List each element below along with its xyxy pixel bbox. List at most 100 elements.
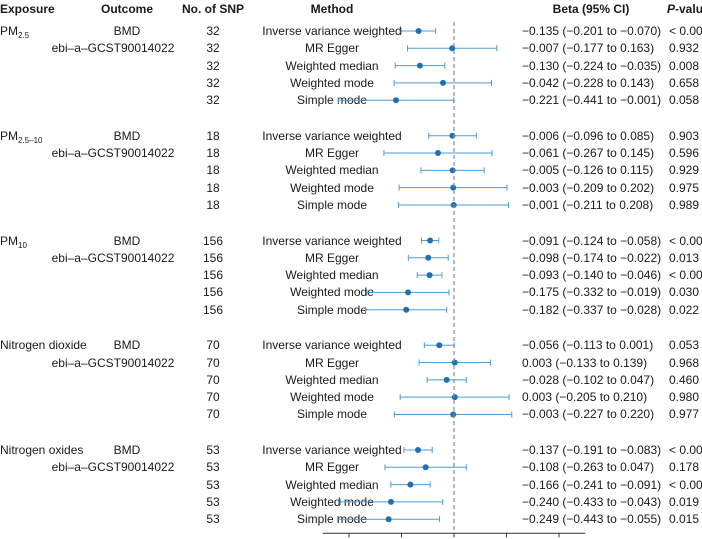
pvalue-cell: 0.008 xyxy=(669,58,700,73)
header-pvalue-rest: -value xyxy=(675,2,702,16)
pvalue-cell: 0.022 xyxy=(669,302,700,317)
exposure-subscript: 2.5 xyxy=(18,31,30,40)
nsnp-cell: 53 xyxy=(206,460,220,475)
beta-ci-cell: 0.003 (−0.205 to 0.210) xyxy=(522,390,648,405)
beta-ci-cell: −0.221 (−0.441 to −0.001) xyxy=(522,93,662,108)
nsnp-cell: 18 xyxy=(206,128,220,143)
method-cell: MR Egger xyxy=(304,250,360,265)
method-cell: Simple mode xyxy=(296,512,368,527)
beta-ci-cell: −0.056 (−0.113 to 0.001) xyxy=(522,338,654,353)
point-estimate xyxy=(443,376,450,383)
pvalue-cell: 0.977 xyxy=(669,407,700,422)
point-estimate xyxy=(436,342,443,349)
pvalue-cell: < 0.001 xyxy=(669,477,702,492)
point-estimate xyxy=(416,62,423,69)
pvalue-cell: 0.460 xyxy=(669,372,700,387)
nsnp-cell: 70 xyxy=(206,338,220,353)
point-estimate xyxy=(415,28,422,34)
nsnp-cell: 32 xyxy=(206,24,220,38)
point-estimate xyxy=(385,516,392,523)
nsnp-cell: 156 xyxy=(202,233,224,248)
exposure-name: PM xyxy=(0,24,18,38)
outcome-id: ebi–a–GCST90014022 xyxy=(51,250,175,265)
beta-ci-cell: −0.182 (−0.337 to −0.028) xyxy=(522,302,662,317)
method-cell: MR Egger xyxy=(304,146,360,161)
method-cell: Weighted mode xyxy=(290,180,374,195)
beta-ci-cell: −0.135 (−0.201 to −0.070) xyxy=(522,24,662,38)
point-estimate xyxy=(439,79,446,86)
beta-ci-cell: −0.240 (−0.433 to −0.043) xyxy=(522,494,662,509)
exposure-name: Nitrogen dioxide xyxy=(0,338,87,353)
header-pvalue: P-value xyxy=(667,2,702,16)
nsnp-cell: 70 xyxy=(206,390,220,405)
outcome-label: BMD xyxy=(113,338,141,353)
outcome-id: ebi–a–GCST90014022 xyxy=(51,460,175,475)
method-cell: Weighted median xyxy=(285,163,379,178)
method-cell: Weighted median xyxy=(285,58,379,73)
pvalue-cell: 0.932 xyxy=(669,41,700,56)
method-cell: Weighted mode xyxy=(290,390,374,405)
pvalue-cell: 0.989 xyxy=(669,197,700,212)
point-estimate xyxy=(403,306,410,313)
exposure-name: Nitrogen oxides xyxy=(0,443,84,457)
method-cell: MR Egger xyxy=(304,41,360,56)
pvalue-cell: 0.903 xyxy=(669,128,700,143)
point-estimate xyxy=(422,464,429,471)
nsnp-cell: 18 xyxy=(206,146,220,161)
exposure-label: PM10 xyxy=(0,234,27,253)
beta-ci-cell: −0.091 (−0.124 to −0.058) xyxy=(522,233,662,248)
beta-ci-cell: −0.005 (−0.126 to 0.115) xyxy=(522,163,654,178)
point-estimate xyxy=(427,237,434,244)
beta-ci-cell: −0.003 (−0.227 to 0.220) xyxy=(522,407,655,422)
nsnp-cell: 18 xyxy=(206,197,220,212)
nsnp-cell: 32 xyxy=(206,41,220,56)
point-estimate xyxy=(434,150,441,157)
point-estimate xyxy=(407,481,414,488)
nsnp-cell: 32 xyxy=(206,58,220,73)
nsnp-cell: 18 xyxy=(206,180,220,195)
beta-ci-cell: −0.093 (−0.140 to −0.046) xyxy=(522,268,662,283)
header-method: Method xyxy=(310,2,354,16)
method-cell: MR Egger xyxy=(304,460,360,475)
nsnp-cell: 70 xyxy=(206,372,220,387)
exposure-subscript: 2.5–10 xyxy=(18,135,43,145)
nsnp-cell: 70 xyxy=(206,407,220,422)
nsnp-cell: 32 xyxy=(206,93,220,108)
pvalue-cell: < 0.001 xyxy=(669,233,702,248)
method-cell: Weighted median xyxy=(285,372,379,387)
pvalue-cell: 0.178 xyxy=(669,460,700,475)
method-cell: Inverse variance weighted xyxy=(262,338,402,353)
header-exposure: Exposure xyxy=(0,2,55,16)
nsnp-cell: 70 xyxy=(206,355,220,370)
point-estimate xyxy=(415,447,422,453)
method-cell: Simple mode xyxy=(296,93,368,108)
point-estimate xyxy=(388,498,394,505)
nsnp-cell: 53 xyxy=(206,494,220,509)
point-estimate xyxy=(426,272,433,279)
beta-ci-cell: −0.006 (−0.096 to 0.085) xyxy=(522,128,655,143)
method-cell: Simple mode xyxy=(296,197,368,212)
method-cell: MR Egger xyxy=(304,355,360,370)
exposure-name: PM xyxy=(0,128,18,143)
beta-ci-cell: −0.098 (−0.174 to −0.022) xyxy=(522,250,662,265)
pvalue-cell: 0.929 xyxy=(669,163,700,178)
nsnp-cell: 53 xyxy=(206,477,220,492)
beta-ci-cell: −0.249 (−0.443 to −0.055) xyxy=(522,512,662,527)
beta-ci-cell: −0.003 (−0.209 to 0.202) xyxy=(522,180,655,195)
pvalue-cell: 0.030 xyxy=(669,285,700,300)
pvalue-cell: 0.975 xyxy=(669,180,700,195)
beta-ci-cell: −0.007 (−0.177 to 0.163) xyxy=(522,41,655,56)
point-estimate xyxy=(392,97,399,104)
beta-ci-cell: 0.003 (−0.133 to 0.139) xyxy=(522,355,648,370)
point-estimate xyxy=(405,289,412,296)
pvalue-cell: < 0.001 xyxy=(669,24,702,38)
pvalue-cell: 0.658 xyxy=(669,75,700,90)
header-beta: Beta (95% CI) xyxy=(552,2,630,16)
nsnp-cell: 53 xyxy=(206,512,220,527)
method-cell: Inverse variance weighted xyxy=(262,443,402,457)
point-estimate xyxy=(450,184,457,191)
pvalue-cell: 0.013 xyxy=(669,250,700,265)
pvalue-cell: 0.596 xyxy=(669,146,700,161)
point-estimate xyxy=(451,394,458,401)
beta-ci-cell: −0.175 (−0.332 to −0.019) xyxy=(522,285,662,300)
